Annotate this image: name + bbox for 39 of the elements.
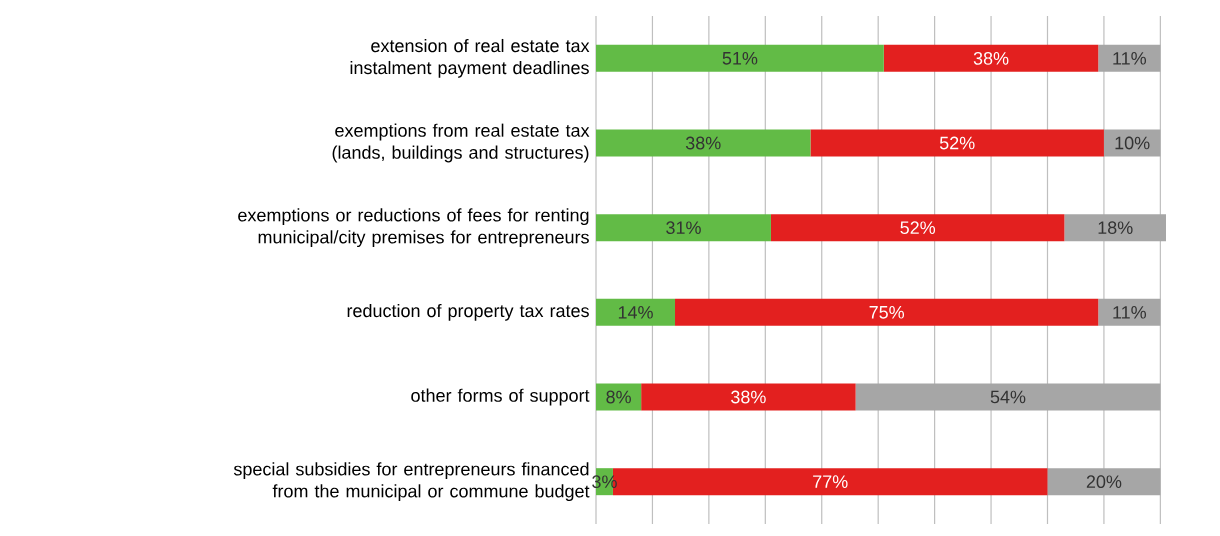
bar xyxy=(1103,129,1161,157)
data-label: 51% xyxy=(722,52,758,65)
data-label: 14% xyxy=(618,306,653,319)
bar xyxy=(1047,468,1161,496)
y-tick-label: other forms of support xyxy=(411,388,590,406)
bar xyxy=(1098,44,1161,72)
data-label: 38% xyxy=(973,51,1009,65)
bar xyxy=(596,214,771,242)
data-label: 75% xyxy=(869,306,905,319)
data-label: 8% xyxy=(606,390,631,404)
data-label: 20% xyxy=(1086,475,1122,489)
y-tick-label: special subsidies for entrepreneurs financed from the municipal or commune budget xyxy=(233,462,590,502)
bar xyxy=(596,129,811,157)
y-tick-label: exemptions or reductions of fees for renting municipal/city premises for entrepreneurs xyxy=(238,208,589,248)
bar xyxy=(675,298,1099,326)
data-label: 52% xyxy=(939,136,975,150)
data-label: 11% xyxy=(1113,306,1147,319)
bar xyxy=(1064,214,1166,242)
y-tick-label: extension of real estate tax instalment payment deadlines xyxy=(350,38,590,78)
data-label: 52% xyxy=(900,221,936,235)
bar xyxy=(855,383,1161,411)
data-label: 10% xyxy=(1115,136,1150,150)
data-label: 31% xyxy=(666,221,701,235)
data-label: 77% xyxy=(813,475,848,488)
bar xyxy=(1098,298,1161,326)
data-label: 38% xyxy=(731,390,766,404)
bar xyxy=(596,383,642,411)
data-label: 54% xyxy=(990,390,1026,404)
y-tick-label: exemptions from real estate tax (lands, buildings and structures) xyxy=(332,123,590,163)
bar xyxy=(883,44,1099,72)
data-label: 18% xyxy=(1098,221,1133,235)
y-tick-label: reduction of property tax rates xyxy=(347,303,589,321)
data-label: 11% xyxy=(1113,52,1147,65)
bar xyxy=(810,129,1104,157)
data-label: 38% xyxy=(685,136,721,150)
bar xyxy=(641,383,856,411)
bar xyxy=(770,214,1065,242)
bar xyxy=(596,44,884,72)
bar xyxy=(596,298,676,326)
